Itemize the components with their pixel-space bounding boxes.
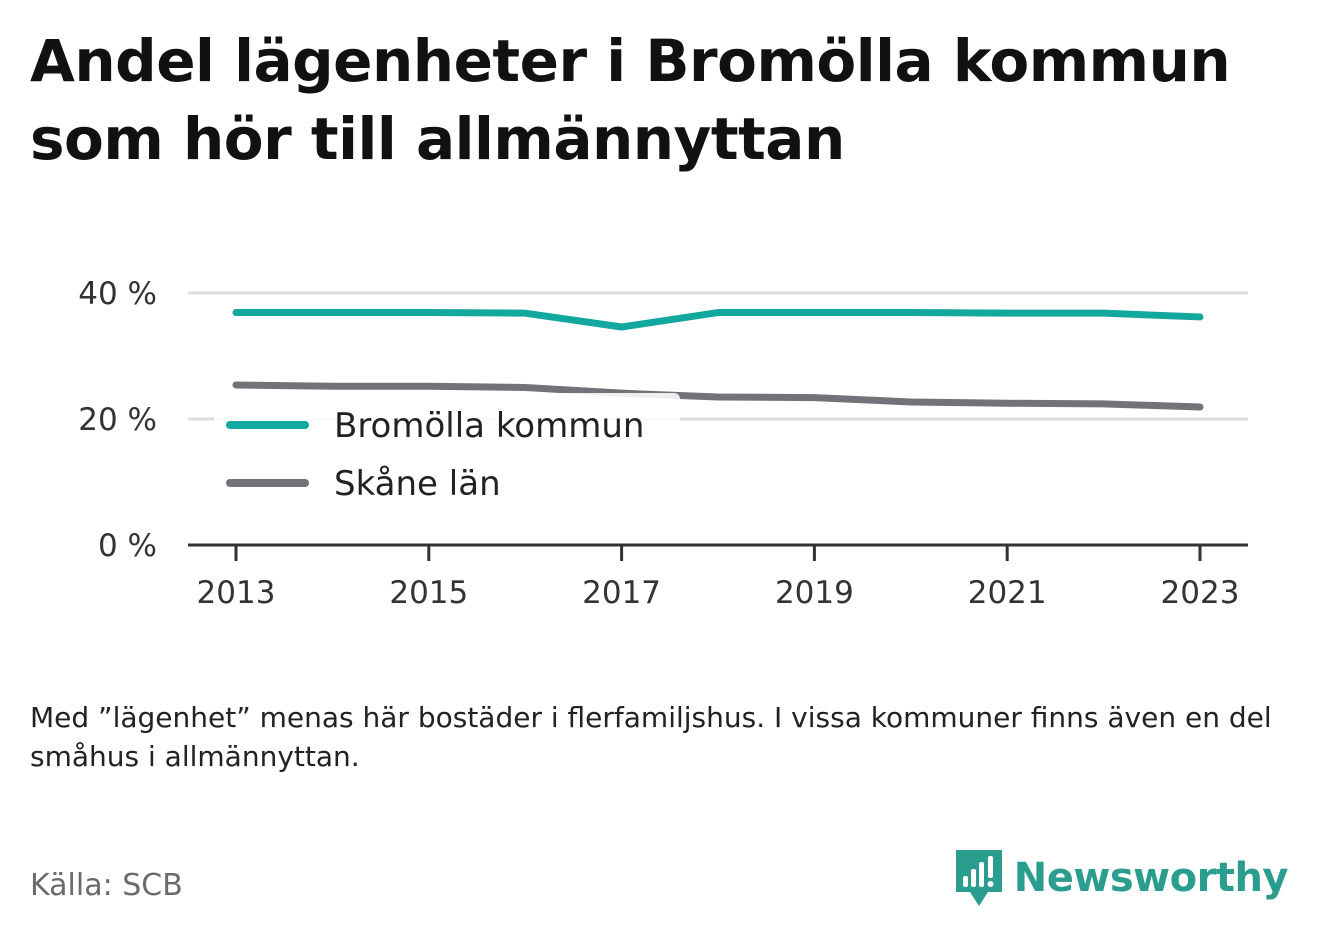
- x-tick-label-2021: 2021: [968, 575, 1047, 611]
- newsworthy-logo-icon: [955, 850, 1002, 906]
- legend-label-1: Bromölla kommun: [334, 406, 644, 446]
- series-line-1: [232, 309, 1204, 331]
- brand-logo[interactable]: Newsworthy: [954, 848, 1289, 908]
- brand-name: Newsworthy: [1013, 855, 1289, 901]
- x-tick-label-2015: 2015: [389, 575, 468, 611]
- footnote: Med ”lägenhet” menas här bostäder i fler…: [30, 701, 1272, 773]
- x-tick-label-2013: 2013: [197, 575, 276, 611]
- series-line-2: [232, 381, 1204, 411]
- x-tick-label-2017: 2017: [582, 575, 661, 611]
- x-axis: 2013 2015 2017 2019 2021 2023: [188, 543, 1248, 611]
- legend: Bromölla kommun Skåne län: [214, 393, 680, 515]
- chart-title: Andel lägenheter i Bromölla kommun som h…: [30, 27, 1231, 173]
- y-axis-ticks: 0 % 20 % 40 %: [78, 276, 157, 564]
- legend-label-2: Skåne län: [334, 464, 501, 504]
- y-tick-label-20: 20 %: [78, 402, 157, 438]
- y-tick-label-0: 0 %: [98, 528, 157, 564]
- series-lines: [232, 309, 1204, 411]
- x-tick-label-2019: 2019: [775, 575, 854, 611]
- source-label: Källa: SCB: [30, 868, 183, 903]
- x-tick-label-2023: 2023: [1161, 575, 1240, 611]
- y-tick-label-40: 40 %: [78, 276, 157, 312]
- legend-background: [214, 393, 680, 515]
